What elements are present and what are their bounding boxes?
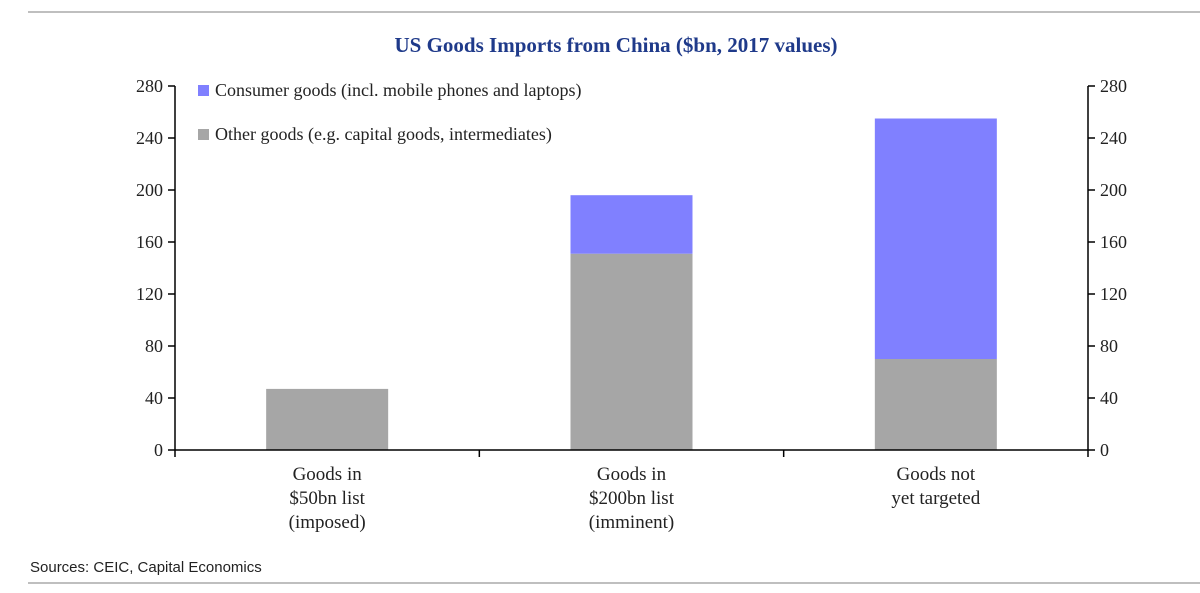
left-y-tick-label: 0 <box>154 440 163 460</box>
right-y-tick-label: 160 <box>1100 232 1127 252</box>
legend-swatch-0 <box>198 129 209 140</box>
right-y-tick-label: 280 <box>1100 76 1127 96</box>
chart-title: US Goods Imports from China ($bn, 2017 v… <box>395 33 838 57</box>
category-label-line: Goods in <box>597 464 667 485</box>
left-y-tick-label: 200 <box>136 180 163 200</box>
bar-series-0-category-1 <box>570 253 693 450</box>
category-label-line: Goods not <box>897 464 976 485</box>
bar-series-0-category-2 <box>874 359 997 450</box>
category-label-line: (imminent) <box>589 512 674 533</box>
legend: Consumer goods (incl. mobile phones and … <box>198 80 581 145</box>
category-label-0: Goods in $50bn list (imposed) <box>289 464 366 533</box>
axes: 0 0 40 40 80 80 120 120 160 160 200 200 240 240 280 280… <box>136 76 1127 533</box>
left-y-tick-label: 280 <box>136 76 163 96</box>
left-y-tick-label: 80 <box>145 336 163 356</box>
right-y-tick-label: 240 <box>1100 128 1127 148</box>
category-label-2: Goods not yet targeted <box>891 464 980 509</box>
category-label-line: Goods in <box>293 464 363 485</box>
right-y-tick-label: 80 <box>1100 336 1118 356</box>
right-y-tick-label: 0 <box>1100 440 1109 460</box>
right-y-tick-label: 40 <box>1100 388 1118 408</box>
bars <box>266 118 997 450</box>
category-label-1: Goods in $200bn list (imminent) <box>589 464 675 533</box>
legend-label-1: Consumer goods (incl. mobile phones and … <box>215 80 581 101</box>
left-y-tick-label: 160 <box>136 232 163 252</box>
bar-series-1-category-1 <box>570 195 693 254</box>
bar-series-0-category-0 <box>266 388 389 450</box>
bar-series-1-category-2 <box>874 118 997 359</box>
left-y-tick-label: 120 <box>136 284 163 304</box>
source-note: Sources: CEIC, Capital Economics <box>30 559 262 576</box>
left-y-tick-label: 40 <box>145 388 163 408</box>
category-label-line: (imposed) <box>289 512 366 533</box>
legend-swatch-1 <box>198 85 209 96</box>
legend-label-0: Other goods (e.g. capital goods, interme… <box>215 124 552 145</box>
right-y-tick-label: 200 <box>1100 180 1127 200</box>
right-y-tick-label: 120 <box>1100 284 1127 304</box>
category-label-line: $50bn list <box>289 488 365 509</box>
category-label-line: yet targeted <box>891 488 980 509</box>
left-y-tick-label: 240 <box>136 128 163 148</box>
category-label-line: $200bn list <box>589 488 675 509</box>
